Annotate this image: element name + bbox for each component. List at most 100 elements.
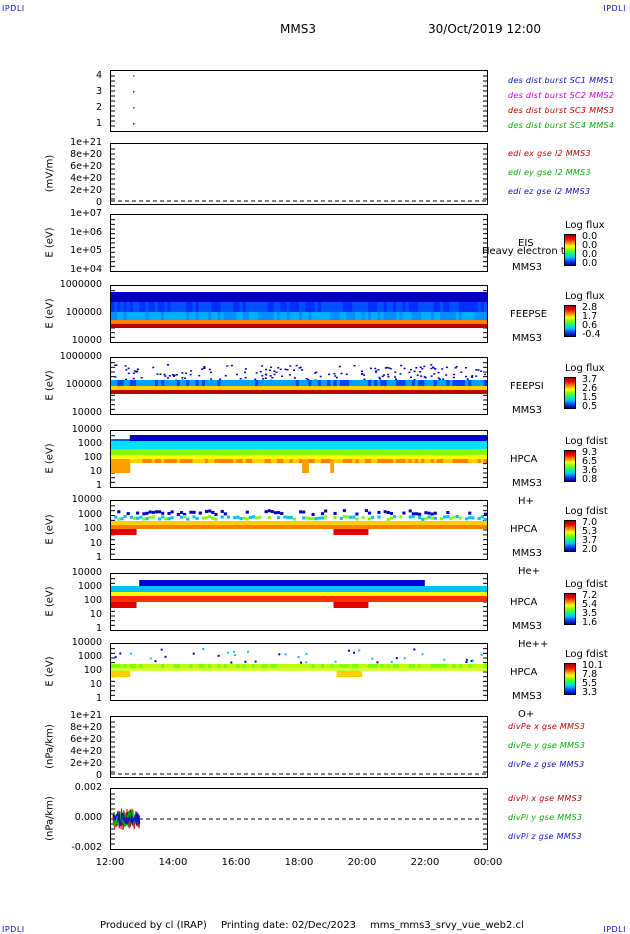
y-tick-label: 1 [95,693,102,704]
spectrogram-cell [452,380,457,386]
spectrogram-cell [258,390,262,394]
spectrogram-cell [305,664,309,668]
spectrogram-cell [405,521,410,525]
spectrogram-cell [402,324,407,328]
spectrogram-cell [477,390,482,394]
spectrogram-cell [201,324,206,328]
spectrogram-cell [358,580,363,586]
spectrogram-cell [264,377,267,380]
spectrogram-cell [305,652,308,655]
spectrogram-cell [292,586,297,592]
spectrogram-cell [295,320,300,324]
spectrogram-cell [258,449,262,455]
spectrogram-cell [151,380,156,386]
spectrogram-cell [383,580,388,586]
spectrogram-cell [334,660,337,663]
spectrogram-cell [280,668,284,671]
spectrogram-cell [270,320,275,324]
spectrogram-cell [223,512,227,516]
spectrogram-cell [468,292,472,302]
spectrogram-cell [132,449,137,455]
spectrogram-cell [277,441,281,449]
spectrogram-cell [289,668,294,671]
spectrogram-cell [387,376,390,378]
spectrogram-cell [443,586,447,592]
spectrogram-cell [355,449,360,455]
spectrogram-cell [129,441,134,449]
spectrogram-cell [139,386,143,390]
spectrogram-cell [355,292,360,302]
spectrogram-cell [443,596,447,602]
spectrogram-cell [248,455,253,459]
spectrogram-cell [167,380,172,386]
spectrogram-cell [267,380,272,386]
spectrogram-cell [389,459,394,463]
spectrogram-cell [420,375,423,377]
spectrogram-cell [324,435,328,441]
spectrogram-cell [408,441,413,449]
spectrogram-cell [430,512,434,516]
spectrogram-cell [349,380,353,386]
spectrogram-cell [418,521,422,525]
spectrogram-cell [314,586,319,592]
spectrogram-cell [330,292,334,302]
spectrogram-cell [408,380,413,386]
spectrogram-cell [114,302,118,312]
spectrogram-cell [126,320,131,324]
spectrogram-cell [468,455,472,459]
spectrogram-cell [230,292,234,302]
spectrogram-cell [203,365,206,368]
y-tick-label: 100000 [65,379,102,390]
spectrogram-cell [302,521,306,525]
spectrogram-cell [181,376,184,379]
spectrogram-cell [115,364,118,366]
spectrogram-cell [380,435,385,441]
spectrogram-cell [226,668,231,671]
spectrogram-cell [399,664,403,668]
spectrogram-cell [277,292,281,302]
spectrogram-cell [380,455,385,459]
spectrogram-cell [308,668,313,671]
spectrogram-cell [364,580,369,586]
spectrogram-cell [214,586,219,592]
spectrogram-cell [358,312,363,320]
spectrogram-cell [183,664,187,668]
spectrogram-cell [480,390,485,394]
spectrogram-cell [195,596,200,602]
spectrogram-cell [120,320,125,324]
spectrogram-cell [255,324,259,328]
spectrogram-cell [230,586,234,592]
spectrogram-cell [142,386,146,390]
spectrogram-cell [255,586,259,592]
spectrogram-cell [436,586,441,592]
spectrogram-cell [236,324,240,328]
spectrogram-cell [393,521,397,525]
spectrogram-cell [114,515,118,519]
spectrogram-cell [336,449,341,455]
spectrogram-cell [161,312,165,320]
spectrogram-cell [277,525,281,529]
spectrogram-cell [405,525,410,529]
spectrogram-cell [342,320,347,324]
spectrogram-cell [236,312,240,320]
spectrogram-cell [158,320,162,324]
spectrogram-cell [126,455,131,459]
spectrogram-cell [452,376,455,379]
spectrogram-cell [189,586,193,592]
spectrogram-cell [305,455,309,459]
spectrogram-cell [427,449,432,455]
spectrogram-cell [148,525,153,529]
spectrogram-cell [339,380,344,386]
spectrogram-cell [243,371,246,374]
spectrogram-cell [261,292,266,302]
spectrogram-cell [179,592,184,596]
spectrogram-cell [405,664,410,668]
spectrogram-cell [292,459,297,463]
spectrogram-cell [367,324,372,328]
spectrogram-cell [468,525,472,529]
spectrogram-cell [223,459,228,463]
spectrogram-cell [151,320,156,324]
spectrogram-cell [125,378,128,381]
spectrogram-cell [208,596,212,602]
spectrogram-cell [383,455,388,459]
